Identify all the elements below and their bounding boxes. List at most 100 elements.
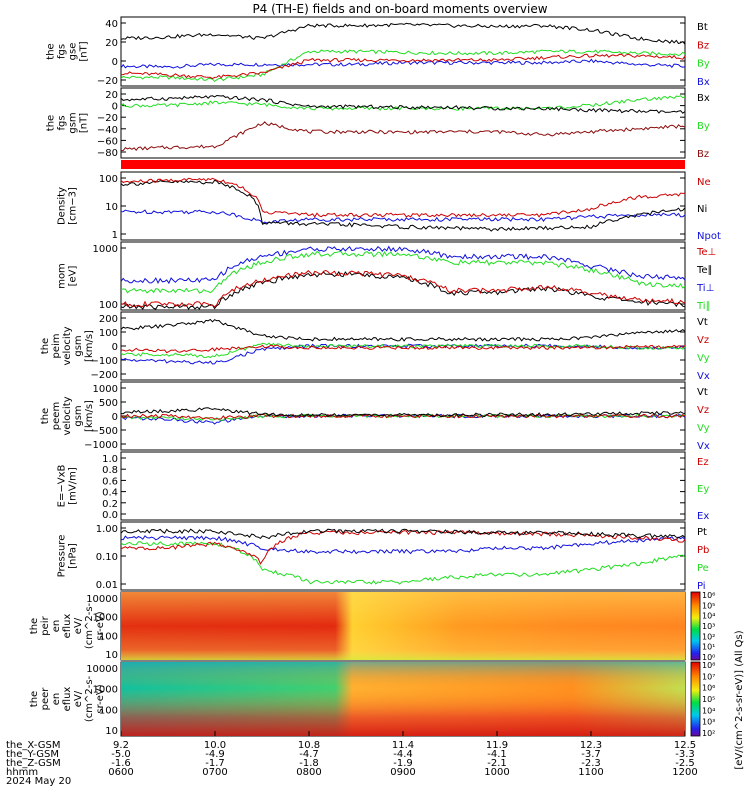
panel-8: 1.00 0.10 0.01 Pressure [nPa] Pt Pb Pe Pi <box>57 521 709 592</box>
legend-entry: Ti⊥ <box>696 283 714 294</box>
legend-entry: Ez <box>697 457 709 468</box>
y-axis-label: the <box>29 618 40 634</box>
x-tick-label: -5.0 <box>111 749 131 760</box>
x-tick-label: 10.0 <box>204 740 226 751</box>
y-axis-label: peir <box>40 615 51 635</box>
panel-frame <box>120 241 686 311</box>
colorbar-tick-label: 10⁰ <box>702 653 715 662</box>
series-line-Bx <box>120 94 686 114</box>
legend-entry: Vx <box>697 371 710 382</box>
y-tick-label: 10000 <box>86 664 118 675</box>
separator-band <box>121 160 685 169</box>
y-axis-label: the <box>46 43 57 59</box>
y-axis-label: en <box>51 693 62 706</box>
date-label: 2024 May 20 <box>6 776 71 787</box>
colorbar-tick-label: 10⁷ <box>702 672 715 681</box>
y-tick-label: 0.4 <box>102 488 118 499</box>
y-axis-label: peem <box>51 402 62 430</box>
x-tick-label: 12.3 <box>580 740 602 751</box>
y-axis-label: [nPa] <box>68 543 79 569</box>
y-tick-label: 1 <box>112 230 118 241</box>
y-tick-label: 1000 <box>93 613 118 624</box>
legend-entry: Vt <box>697 317 708 328</box>
legend-entry: Pi <box>697 581 706 592</box>
legend-entry: By <box>697 121 710 132</box>
panel-6: 1000 500 0 −500 −1000 the peem velocity gsm [km/s… <box>40 381 710 452</box>
colorbar-tick-label: 10⁴ <box>702 612 715 621</box>
y-axis-label: [eV] <box>68 266 79 287</box>
series-line-Bt <box>120 22 686 45</box>
x-tick-label: 11.4 <box>392 740 414 751</box>
colorbar-ion <box>690 591 701 661</box>
legend-entry: Ti∥ <box>696 301 711 312</box>
y-axis-label: eV/ <box>73 690 84 707</box>
y-axis-label: [nT] <box>79 113 90 133</box>
y-axis-label: mom <box>57 263 68 289</box>
y-tick-label: 20 <box>105 38 118 49</box>
x-row-label: hhmm <box>6 767 38 778</box>
series-line-Pb <box>120 529 686 565</box>
legend-entry: Npot <box>697 231 721 242</box>
colorbar-tick-label: 10¹ <box>702 643 715 652</box>
series-line-Bz <box>120 121 686 152</box>
colorbar-electron <box>690 661 701 737</box>
y-tick-label: 0.10 <box>96 552 118 563</box>
x-tick-label: 0800 <box>296 767 321 778</box>
legend-entry: Vz <box>697 335 709 346</box>
y-tick-label: 100 <box>99 705 118 716</box>
x-tick-label: 12.5 <box>674 740 696 751</box>
series-line-By <box>120 49 686 83</box>
x-tick-label: -2.5 <box>675 758 695 769</box>
y-axis-label: E=−VxB <box>57 465 68 508</box>
x-tick-label: -4.9 <box>205 749 225 760</box>
x-tick-label: 0900 <box>390 767 415 778</box>
y-axis-label: gsm <box>68 112 79 133</box>
figure-title: P4 (TH-E) fields and on-board moments ov… <box>252 2 547 16</box>
legend-entry: Ey <box>697 484 709 495</box>
x-tick-label: -1.6 <box>111 758 131 769</box>
y-axis-label: en <box>51 620 62 633</box>
y-tick-label: −80 <box>97 148 118 159</box>
legend-entry: Bz <box>697 40 709 51</box>
y-axis-label: Density <box>57 187 68 225</box>
x-row-label: the_Y-GSM <box>6 749 59 760</box>
y-axis-label: eV/ <box>73 617 84 634</box>
x-tick-label: -2.1 <box>487 758 507 769</box>
y-tick-label: 0.2 <box>102 499 118 510</box>
panel-5: 200 100 0 −100 −200 the peim velocity gsm [km/s] V… <box>40 311 710 382</box>
legend-entry: Pe <box>697 563 709 574</box>
y-tick-label: 0.6 <box>102 476 118 487</box>
colorbar-tick-label: 10⁶ <box>702 684 715 693</box>
y-axis-label: (cm^2-s- <box>84 602 95 649</box>
y-tick-label: 100 <box>99 328 118 339</box>
legend-entry: Bx <box>697 77 710 88</box>
y-tick-label: 0.0 <box>102 510 118 521</box>
x-tick-label: -1.8 <box>299 758 319 769</box>
y-axis-label: Pressure <box>57 535 68 578</box>
legend-entry: Ne <box>697 177 711 188</box>
x-tick-label: -2.3 <box>581 758 601 769</box>
y-tick-label: 20 <box>105 90 118 101</box>
panel-frame <box>120 16 686 87</box>
legend-entry: Ni <box>697 204 707 215</box>
y-tick-label: −60 <box>97 136 118 147</box>
y-axis-label: [km/s] <box>84 330 95 362</box>
panel-1: 40 20 0 −20 the fgs gse [nT] Bt Bz By Bx <box>46 16 710 88</box>
y-tick-label: −200 <box>91 370 118 381</box>
colorbar-tick-label: 10⁸ <box>702 661 715 670</box>
y-tick-label: 1.0 <box>102 454 118 465</box>
y-tick-label: −20 <box>97 113 118 124</box>
series-line-Te⊥ <box>120 269 686 308</box>
series-line-Bx <box>120 58 686 69</box>
y-axis-label: the <box>46 115 57 131</box>
series-line-Ni <box>120 179 686 232</box>
x-tick-label: 1200 <box>672 767 697 778</box>
y-tick-label: 10000 <box>86 594 118 605</box>
x-tick-label: -4.7 <box>299 749 319 760</box>
legend-entry: Vy <box>697 423 710 434</box>
y-tick-label: 1.00 <box>96 524 118 535</box>
y-tick-label: 10 <box>105 650 118 661</box>
colorbar-tick-label: 10⁴ <box>702 706 715 715</box>
series-line-Vt <box>120 407 686 418</box>
